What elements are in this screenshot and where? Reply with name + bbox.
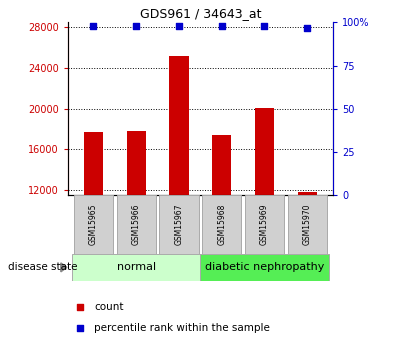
FancyBboxPatch shape: [202, 195, 241, 254]
Point: [219, 23, 225, 29]
FancyBboxPatch shape: [159, 195, 199, 254]
Text: GSM15965: GSM15965: [89, 204, 98, 245]
Text: count: count: [95, 302, 124, 312]
Point: [175, 23, 182, 29]
FancyBboxPatch shape: [245, 195, 284, 254]
Text: normal: normal: [117, 263, 156, 272]
Point: [304, 25, 311, 30]
FancyBboxPatch shape: [201, 254, 329, 281]
Text: disease state: disease state: [8, 263, 78, 272]
Bar: [127, 131, 146, 195]
Bar: [169, 56, 189, 195]
FancyBboxPatch shape: [72, 254, 201, 281]
Point: [261, 23, 268, 29]
Polygon shape: [61, 263, 67, 272]
Bar: [255, 108, 274, 195]
Text: GSM15967: GSM15967: [175, 204, 183, 245]
FancyBboxPatch shape: [117, 195, 156, 254]
Point: [90, 23, 97, 29]
Text: percentile rank within the sample: percentile rank within the sample: [95, 323, 270, 333]
FancyBboxPatch shape: [74, 195, 113, 254]
Point: [76, 325, 83, 331]
Title: GDS961 / 34643_at: GDS961 / 34643_at: [140, 7, 261, 20]
Text: GSM15968: GSM15968: [217, 204, 226, 245]
Bar: [84, 132, 103, 195]
Text: GSM15970: GSM15970: [303, 204, 312, 245]
Text: GSM15969: GSM15969: [260, 204, 269, 245]
Bar: [212, 135, 231, 195]
Text: GSM15966: GSM15966: [132, 204, 141, 245]
Point: [133, 23, 139, 29]
Text: diabetic nephropathy: diabetic nephropathy: [205, 263, 324, 272]
FancyBboxPatch shape: [288, 195, 327, 254]
Bar: [298, 192, 317, 195]
Point: [76, 304, 83, 310]
